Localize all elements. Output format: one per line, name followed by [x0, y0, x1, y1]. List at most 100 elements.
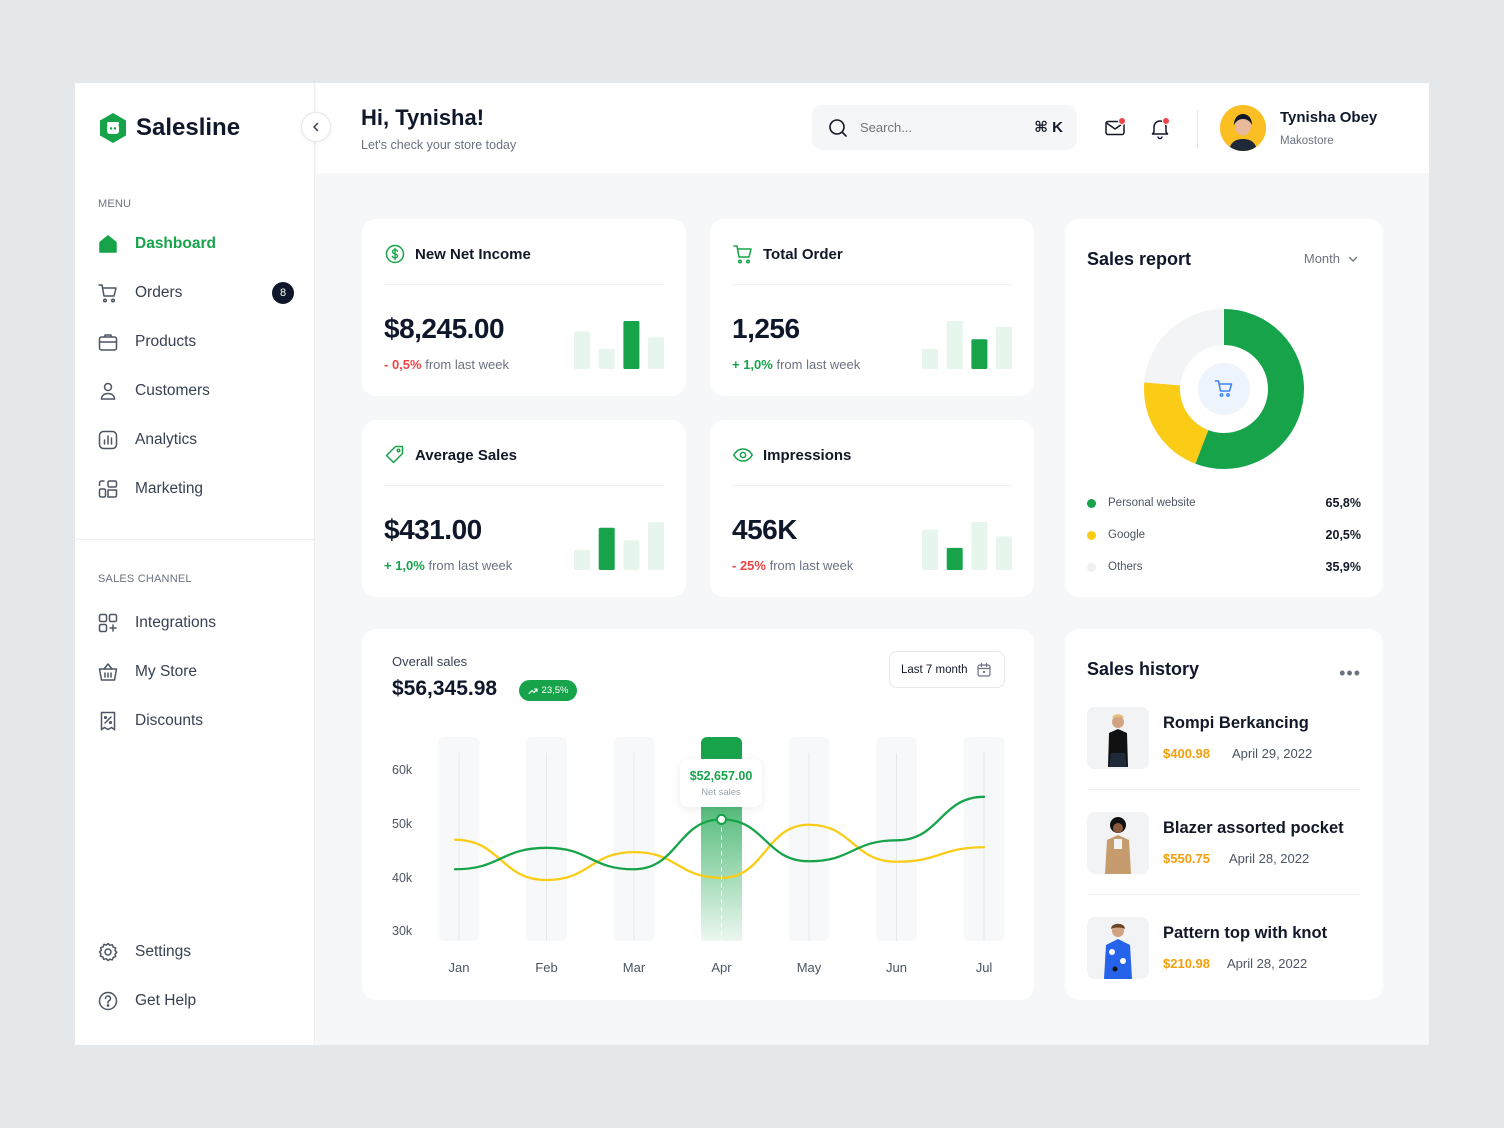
sidebar-divider — [75, 539, 315, 540]
mini-bar — [971, 522, 988, 570]
stat-card-total-order[interactable]: Total Order 1,256 + 1,0% from last week — [710, 219, 1034, 396]
sidebar-item-settings[interactable]: Settings — [97, 937, 297, 967]
y-tick-label: 60k — [392, 763, 413, 777]
mini-bar-chart — [922, 321, 1012, 369]
sidebar-item-analytics[interactable]: Analytics — [97, 425, 297, 455]
sidebar-item-discounts[interactable]: Discounts — [97, 706, 297, 736]
tooltip-label: Net sales — [701, 787, 741, 798]
mini-bar — [996, 536, 1012, 570]
mini-bar — [922, 529, 938, 570]
avatar-portrait-icon — [1220, 105, 1266, 151]
overall-sales-card: Jan Feb Mar Apr May Jun Jul 60k 50k 40k 30k Overal… — [362, 629, 1034, 1000]
stat-value: 456K — [732, 514, 797, 545]
stat-title: Average Sales — [415, 446, 518, 464]
x-tick-label: Jan — [449, 960, 470, 975]
overall-sales-line-chart: Jan Feb Mar Apr May Jun Jul 60k 50k 40k 30k — [392, 737, 1005, 975]
analytics-icon — [97, 429, 119, 451]
greeting-subtitle: Let's check your store today — [361, 138, 517, 152]
mini-bar — [574, 549, 590, 570]
cart-icon — [97, 282, 119, 304]
sales-report-period-dropdown[interactable]: Month — [1304, 251, 1359, 266]
orders-count-badge: 8 — [272, 282, 294, 304]
gear-icon — [97, 941, 119, 963]
mini-bar — [598, 348, 615, 369]
mini-bar — [648, 522, 664, 570]
mini-bar — [946, 547, 963, 570]
top-header: Hi, Tynisha! Let's check your store toda… — [316, 83, 1429, 173]
more-options-button[interactable]: ••• — [1339, 663, 1361, 683]
mini-bar — [971, 339, 988, 369]
greeting-title: Hi, Tynisha! — [361, 105, 485, 130]
notifications-button[interactable] — [1148, 116, 1172, 140]
sidebar-item-orders[interactable]: Orders 8 — [97, 278, 297, 308]
chevron-left-icon — [313, 122, 319, 132]
x-tick-label: Apr — [711, 960, 732, 975]
sidebar-item-products[interactable]: Products — [97, 327, 297, 357]
mini-bar — [623, 321, 640, 369]
list-divider — [1087, 789, 1361, 790]
mini-bar — [996, 326, 1012, 369]
mini-bar — [946, 321, 963, 369]
stat-title: New Net Income — [415, 245, 531, 263]
sidebar: Salesline MENU Dashboard Orders 8 Produc… — [75, 83, 315, 1045]
mini-bar-chart — [574, 522, 664, 570]
sales-channel-section-label: SALES CHANNEL — [98, 573, 192, 585]
sidebar-item-customers[interactable]: Customers — [97, 376, 297, 406]
mini-bar — [648, 337, 664, 369]
stat-change: - 0,5% from last week — [384, 357, 510, 372]
x-tick-label: Jun — [886, 960, 907, 975]
overall-sales-label: Overall sales — [392, 654, 468, 669]
sidebar-item-dashboard[interactable]: Dashboard — [97, 229, 297, 259]
mini-bar-chart — [922, 522, 1012, 570]
stat-value: $8,245.00 — [384, 313, 505, 344]
sidebar-collapse-button[interactable] — [301, 112, 331, 142]
mini-bar — [623, 540, 640, 570]
sales-history-item[interactable]: Blazer assorted pocket $550.75 April 28,… — [1087, 812, 1361, 874]
stat-change: + 1,0% from last week — [732, 357, 861, 372]
home-icon — [97, 233, 119, 255]
search-input[interactable] — [860, 120, 1010, 135]
y-tick-label: 30k — [392, 924, 413, 938]
sidebar-item-get-help[interactable]: Get Help — [97, 986, 297, 1016]
legend-item-others: Others 35,9% — [1087, 559, 1361, 575]
menu-section-label: MENU — [98, 198, 132, 210]
sidebar-item-integrations[interactable]: Integrations — [97, 608, 297, 638]
donut-center-cart-icon — [1198, 363, 1250, 415]
donut-slice — [1144, 309, 1304, 469]
sidebar-item-marketing[interactable]: Marketing — [97, 474, 297, 504]
sales-history-item[interactable]: Pattern top with knot $210.98 April 28, … — [1087, 917, 1361, 979]
sales-report-title: Sales report — [1087, 249, 1192, 269]
stat-title: Total Order — [763, 245, 843, 263]
sidebar-item-my-store[interactable]: My Store — [97, 657, 297, 687]
list-divider — [1087, 894, 1361, 895]
avatar[interactable] — [1220, 105, 1266, 151]
mail-icon — [1105, 120, 1125, 136]
header-divider — [1197, 110, 1198, 148]
eye-icon — [733, 448, 753, 462]
stat-card-net-income[interactable]: New Net Income $8,245.00 - 0,5% from las… — [362, 219, 686, 396]
sales-history-item[interactable]: Rompi Berkancing $400.98 April 29, 2022 — [1087, 707, 1361, 769]
stat-title: Impressions — [763, 446, 852, 464]
product-thumbnail — [1087, 707, 1149, 769]
receipt-percent-icon — [97, 710, 119, 732]
user-icon — [97, 380, 119, 402]
mini-bar-chart — [574, 321, 664, 369]
x-tick-label: May — [797, 960, 822, 975]
stat-value: 1,256 — [732, 313, 800, 344]
logo-icon — [100, 113, 126, 143]
overall-sales-value: $56,345.98 — [392, 677, 498, 700]
logo[interactable]: Salesline — [98, 112, 240, 144]
highlight-point[interactable] — [716, 813, 727, 825]
chevron-down-icon — [1348, 256, 1358, 262]
search-bar[interactable]: ⌘ K — [812, 105, 1077, 150]
sales-report-donut — [1144, 309, 1304, 469]
mail-button[interactable] — [1103, 116, 1127, 140]
stat-card-impressions[interactable]: Impressions 456K - 25% from last week — [710, 420, 1034, 597]
mini-bar — [598, 527, 615, 570]
user-name: Tynisha Obey — [1280, 109, 1378, 126]
mini-bar — [922, 348, 938, 369]
date-range-picker[interactable]: Last 7 month — [889, 651, 1005, 688]
sales-history-title: Sales history — [1087, 659, 1200, 679]
search-icon — [829, 118, 847, 137]
stat-card-average-sales[interactable]: Average Sales $431.00 + 1,0% from last w… — [362, 420, 686, 597]
